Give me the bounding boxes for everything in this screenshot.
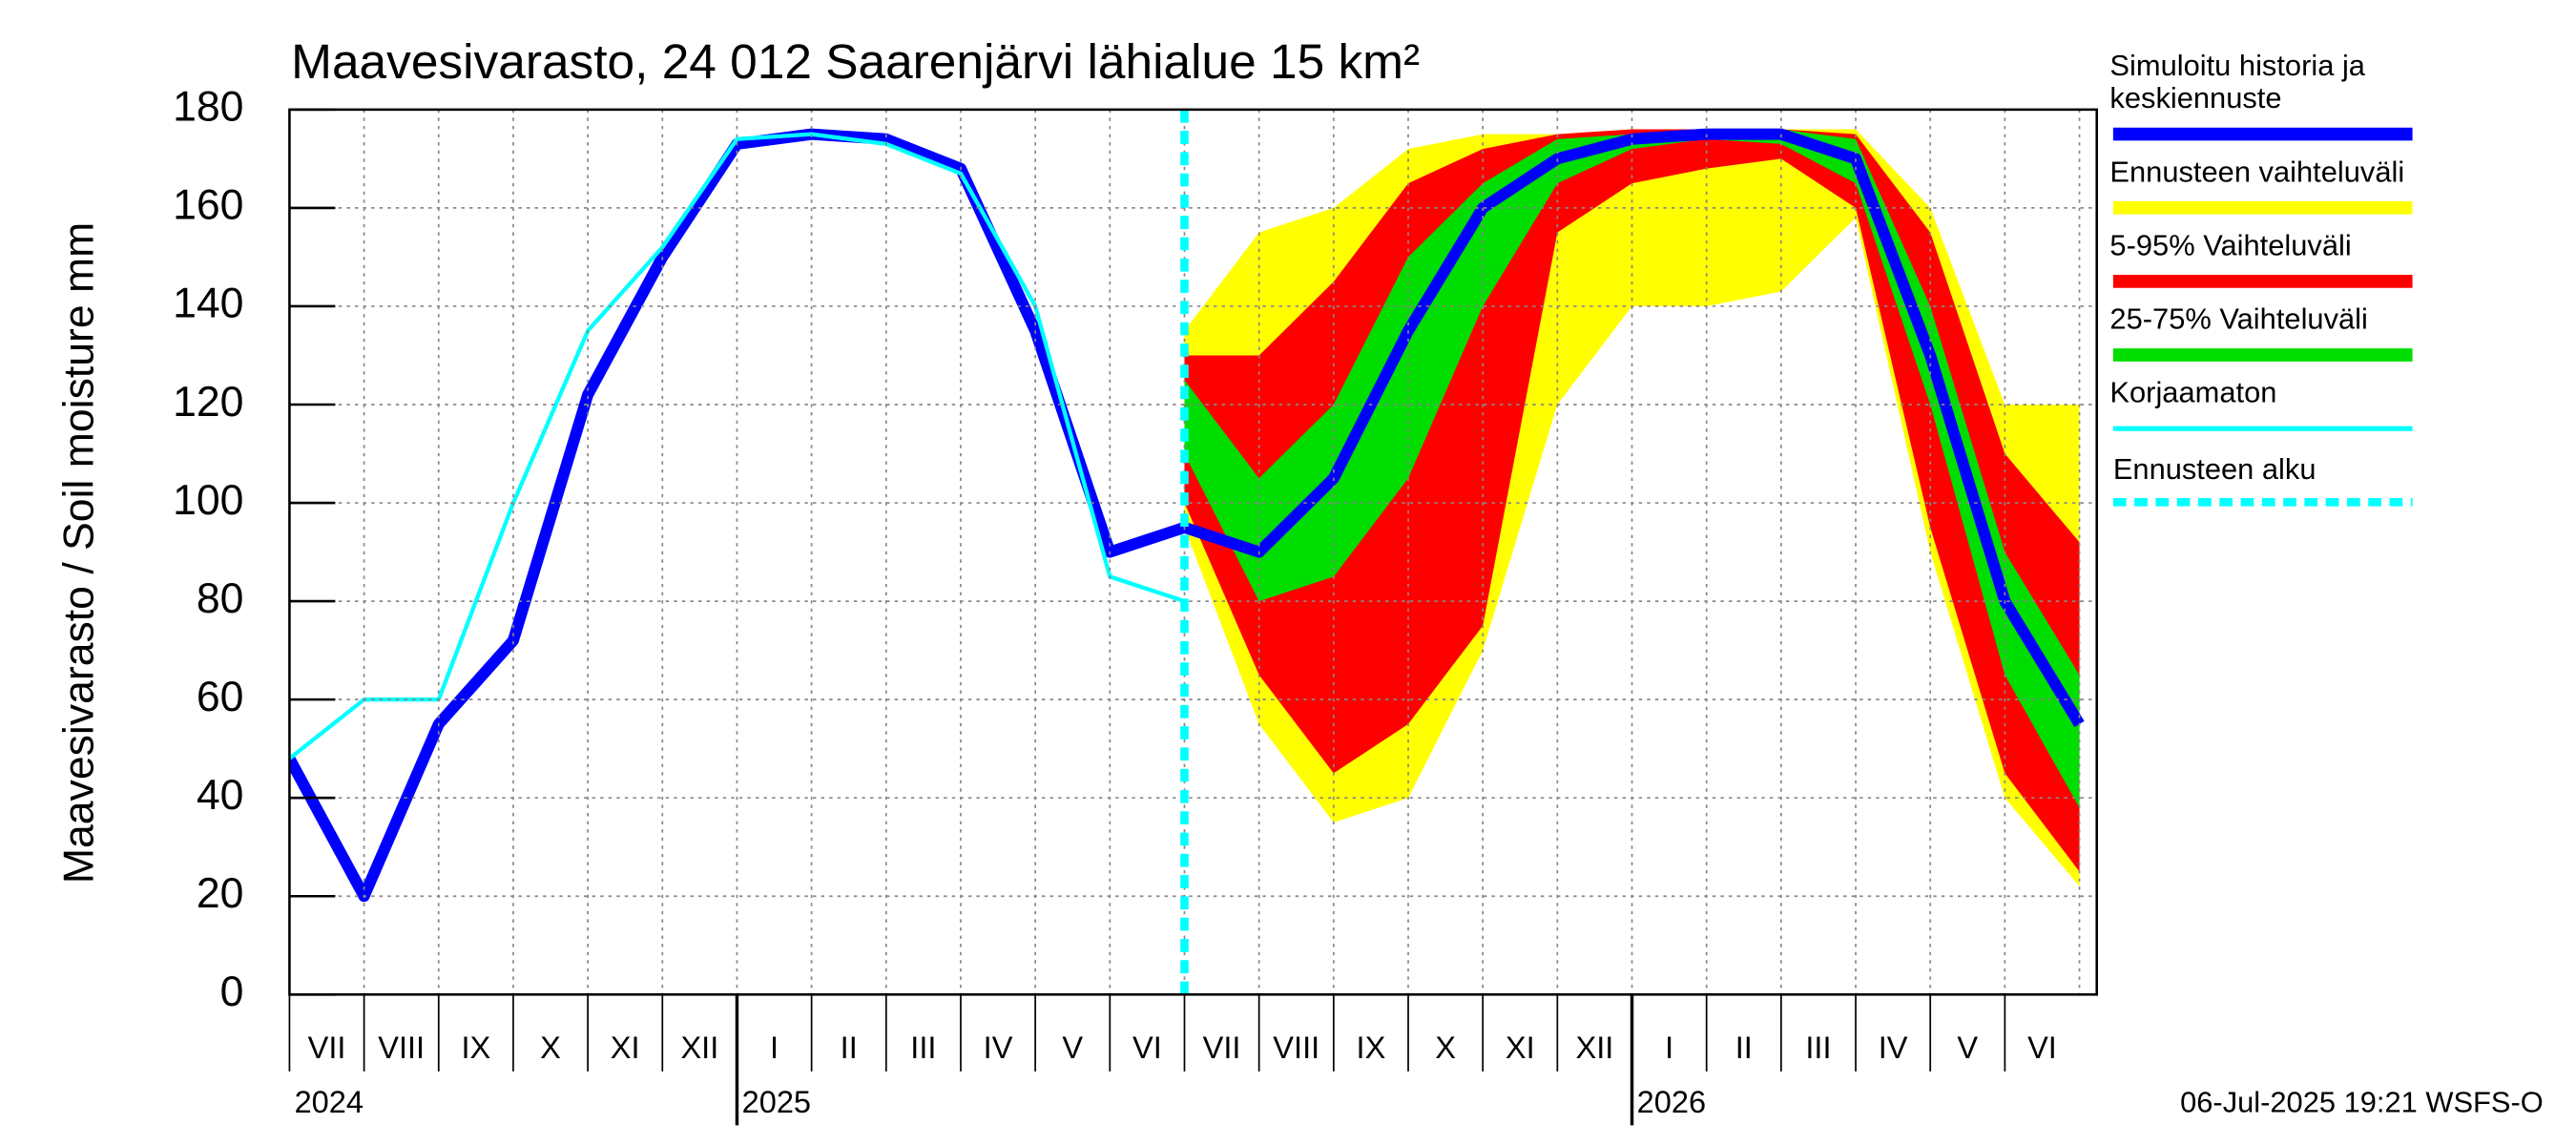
plot-frame: [288, 108, 2098, 996]
y-tick-label: 160: [173, 182, 243, 229]
x-tick-label: XII: [1576, 1030, 1614, 1065]
y-tick-label: 80: [197, 575, 244, 622]
legend-label-box: 25-75% Vaihteluväli: [2109, 302, 2368, 336]
year-label: 2026: [1637, 1085, 1706, 1119]
x-tick-label: VII: [1203, 1030, 1241, 1065]
y-tick-label: 180: [173, 84, 243, 131]
x-tick-label: III: [1805, 1030, 1831, 1065]
legend-label-box: Ennusteen vaihteluväli: [2109, 155, 2405, 189]
legend-label: Ennusteen vaihteluväli: [2109, 155, 2405, 189]
x-tick-label: III: [910, 1030, 936, 1065]
y-axis-label: Maavesivarasto / Soil moisture mm: [55, 222, 102, 884]
x-tick-label: IX: [461, 1030, 490, 1065]
legend-label: Korjaamaton: [2109, 376, 2277, 409]
x-tick-label: IX: [1357, 1030, 1386, 1065]
y-tick-label: 20: [197, 870, 244, 917]
legend-label-box: 5-95% Vaihteluväli: [2109, 229, 2352, 262]
x-tick-label: II: [841, 1030, 858, 1065]
x-tick-label: VI: [2027, 1030, 2057, 1065]
x-tick-label: XII: [680, 1030, 718, 1065]
y-tick-label: 0: [220, 968, 244, 1015]
x-tick-label: V: [1957, 1030, 1978, 1065]
x-tick-label: X: [1435, 1030, 1456, 1065]
x-tick-label: V: [1062, 1030, 1083, 1065]
y-tick-label: 100: [173, 477, 243, 524]
year-label: 2024: [295, 1085, 364, 1119]
footer: 06-Jul-2025 19:21 WSFS-O: [2180, 1085, 2544, 1118]
legend-label: 5-95% Vaihteluväli: [2109, 229, 2352, 262]
legend-label: Ennusteen alku: [2113, 452, 2316, 486]
year-label: 2025: [742, 1085, 811, 1119]
x-tick-label: VII: [308, 1030, 346, 1065]
y-tick-label: 120: [173, 379, 243, 426]
x-tick-label: II: [1735, 1030, 1753, 1065]
x-tick-label: I: [770, 1030, 779, 1065]
x-tick-label: VI: [1132, 1030, 1162, 1065]
x-tick-label: XI: [1506, 1030, 1535, 1065]
x-tick-label: VIII: [1273, 1030, 1319, 1065]
x-tick-label: VIII: [378, 1030, 425, 1065]
x-tick-label: IV: [1879, 1030, 1908, 1065]
legend-label-box: Simuloitu historia ja keskiennuste: [2109, 49, 2365, 114]
x-tick-label: X: [540, 1030, 561, 1065]
chart-title: Maavesivarasto, 24 012 Saarenjärvi lähia…: [291, 33, 1420, 89]
y-tick-label: 140: [173, 281, 243, 327]
x-tick-label: XI: [611, 1030, 640, 1065]
x-tick-label: I: [1665, 1030, 1673, 1065]
legend-label-box: Korjaamaton: [2109, 376, 2277, 409]
legend-label: Simuloitu historia ja keskiennuste: [2109, 49, 2365, 114]
y-tick-label: 60: [197, 674, 244, 720]
x-tick-label: IV: [984, 1030, 1013, 1065]
y-tick-label: 40: [197, 772, 244, 819]
legend-label: 25-75% Vaihteluväli: [2109, 302, 2368, 336]
